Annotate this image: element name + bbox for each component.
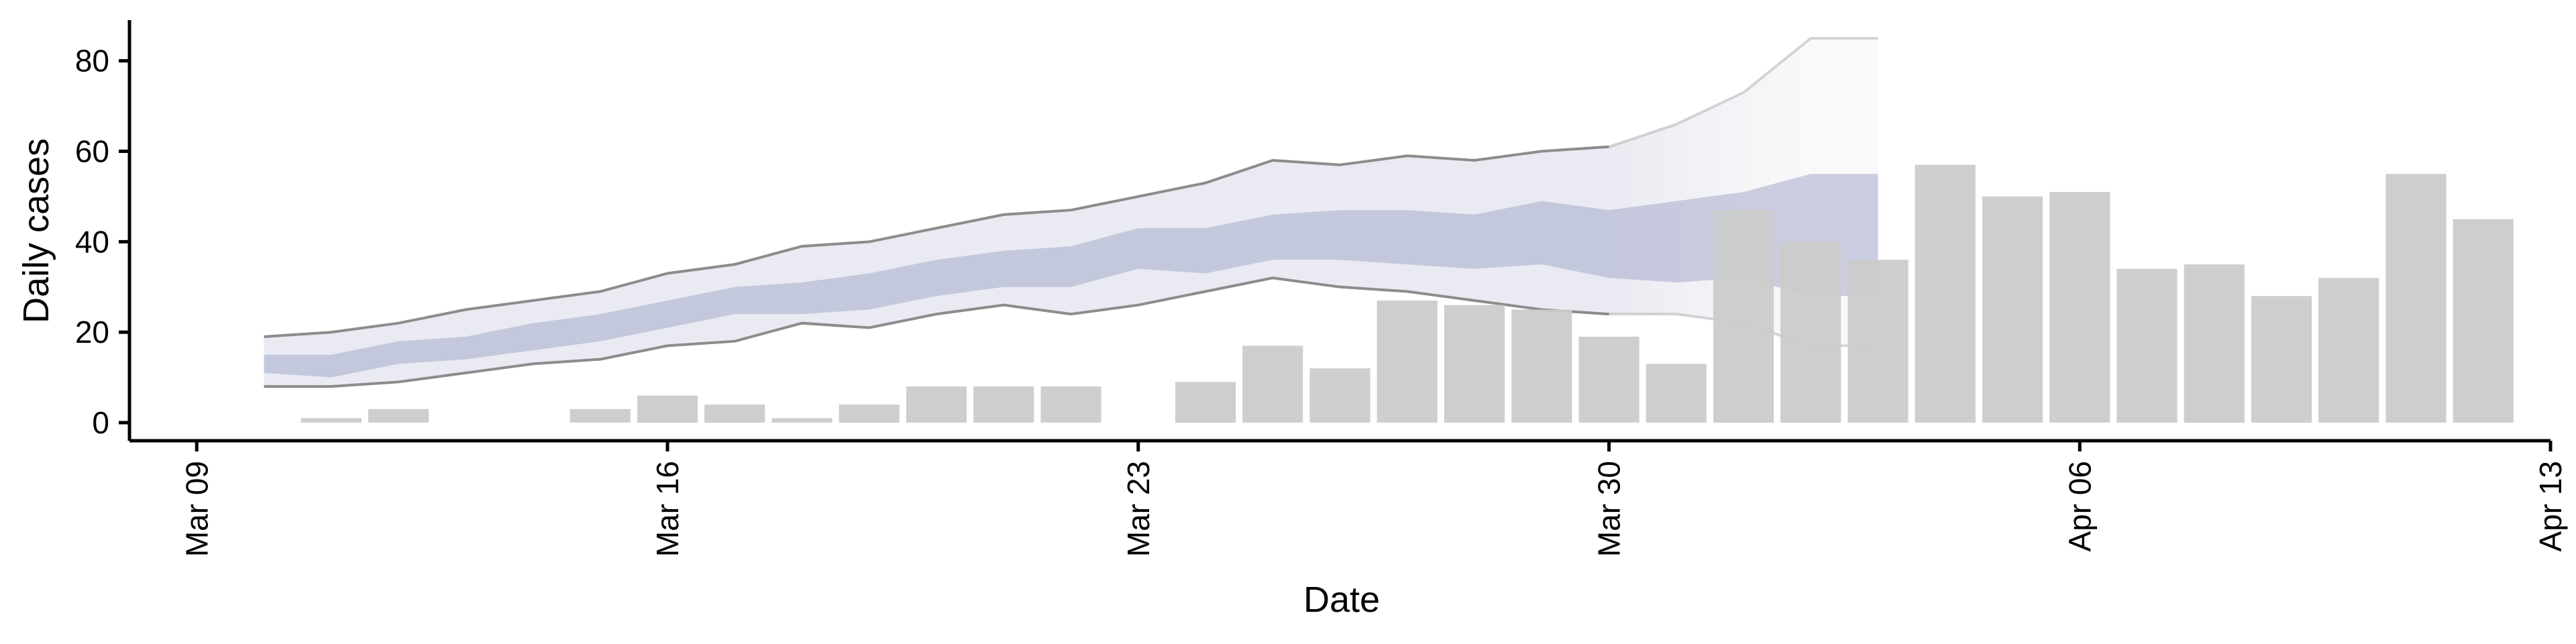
bar-2020-04-01 [1713, 210, 1774, 423]
bar-2020-03-19 [839, 405, 900, 423]
bar-2020-03-11 [301, 418, 362, 423]
x-tick-label-1: Mar 16 [650, 461, 685, 557]
bar-2020-03-17 [704, 405, 765, 423]
y-tick-label-40: 40 [75, 224, 109, 259]
bar-2020-04-11 [2385, 174, 2447, 423]
bar-2020-03-12 [368, 409, 429, 423]
bar-2020-03-25 [1242, 345, 1303, 423]
y-tick-label-20: 20 [75, 315, 109, 350]
x-tick-label-5: Apr 13 [2533, 461, 2568, 552]
y-tick-label-0: 0 [92, 405, 109, 440]
upper-band-line-projection [1608, 37, 1878, 148]
bar-2020-04-09 [2251, 296, 2312, 423]
x-tick-label-0: Mar 09 [179, 461, 214, 557]
inner-band [264, 174, 1878, 378]
bar-2020-04-08 [2184, 264, 2245, 423]
bar-2020-03-27 [1377, 301, 1438, 423]
x-tick-label-4: Apr 06 [2062, 461, 2097, 552]
bar-2020-04-10 [2318, 278, 2379, 423]
estimate-bands [264, 37, 1878, 388]
bar-2020-03-16 [637, 395, 698, 423]
bar-2020-04-06 [2049, 192, 2110, 423]
y-tick-label-80: 80 [75, 44, 109, 78]
x-axis-title: Date [1303, 580, 1380, 620]
bar-2020-04-12 [2453, 219, 2514, 423]
bars [301, 164, 2514, 423]
y-axis-title: Daily cases [16, 138, 56, 323]
bar-2020-03-20 [906, 386, 967, 423]
bar-2020-04-05 [1982, 196, 2043, 423]
bar-2020-03-15 [570, 409, 631, 423]
bar-2020-03-24 [1175, 382, 1236, 423]
x-ticks: Mar 09 Mar 16 Mar 23 Mar 30 Apr 06 Apr 13 [179, 441, 2568, 557]
x-tick-label-3: Mar 30 [1592, 461, 1627, 557]
bar-2020-03-21 [973, 386, 1034, 423]
bar-2020-04-03 [1847, 260, 1909, 423]
bar-2020-03-26 [1309, 368, 1371, 423]
bar-2020-04-07 [2116, 268, 2178, 423]
bar-2020-04-04 [1915, 164, 1976, 423]
y-ticks: 0 20 40 60 80 [75, 44, 129, 440]
bar-2020-03-29 [1511, 309, 1572, 423]
x-tick-label-2: Mar 23 [1121, 461, 1156, 557]
bar-2020-03-30 [1578, 336, 1640, 423]
upper-band-line [264, 145, 1609, 338]
lower-band-line [264, 276, 1609, 388]
bar-2020-03-18 [771, 418, 833, 423]
bar-2020-03-28 [1444, 305, 1505, 423]
axes [127, 20, 2551, 443]
bar-2020-03-22 [1040, 386, 1102, 423]
y-tick-label-60: 60 [75, 134, 109, 169]
bar-2020-04-02 [1780, 241, 1841, 423]
bar-2020-03-31 [1646, 364, 1707, 423]
